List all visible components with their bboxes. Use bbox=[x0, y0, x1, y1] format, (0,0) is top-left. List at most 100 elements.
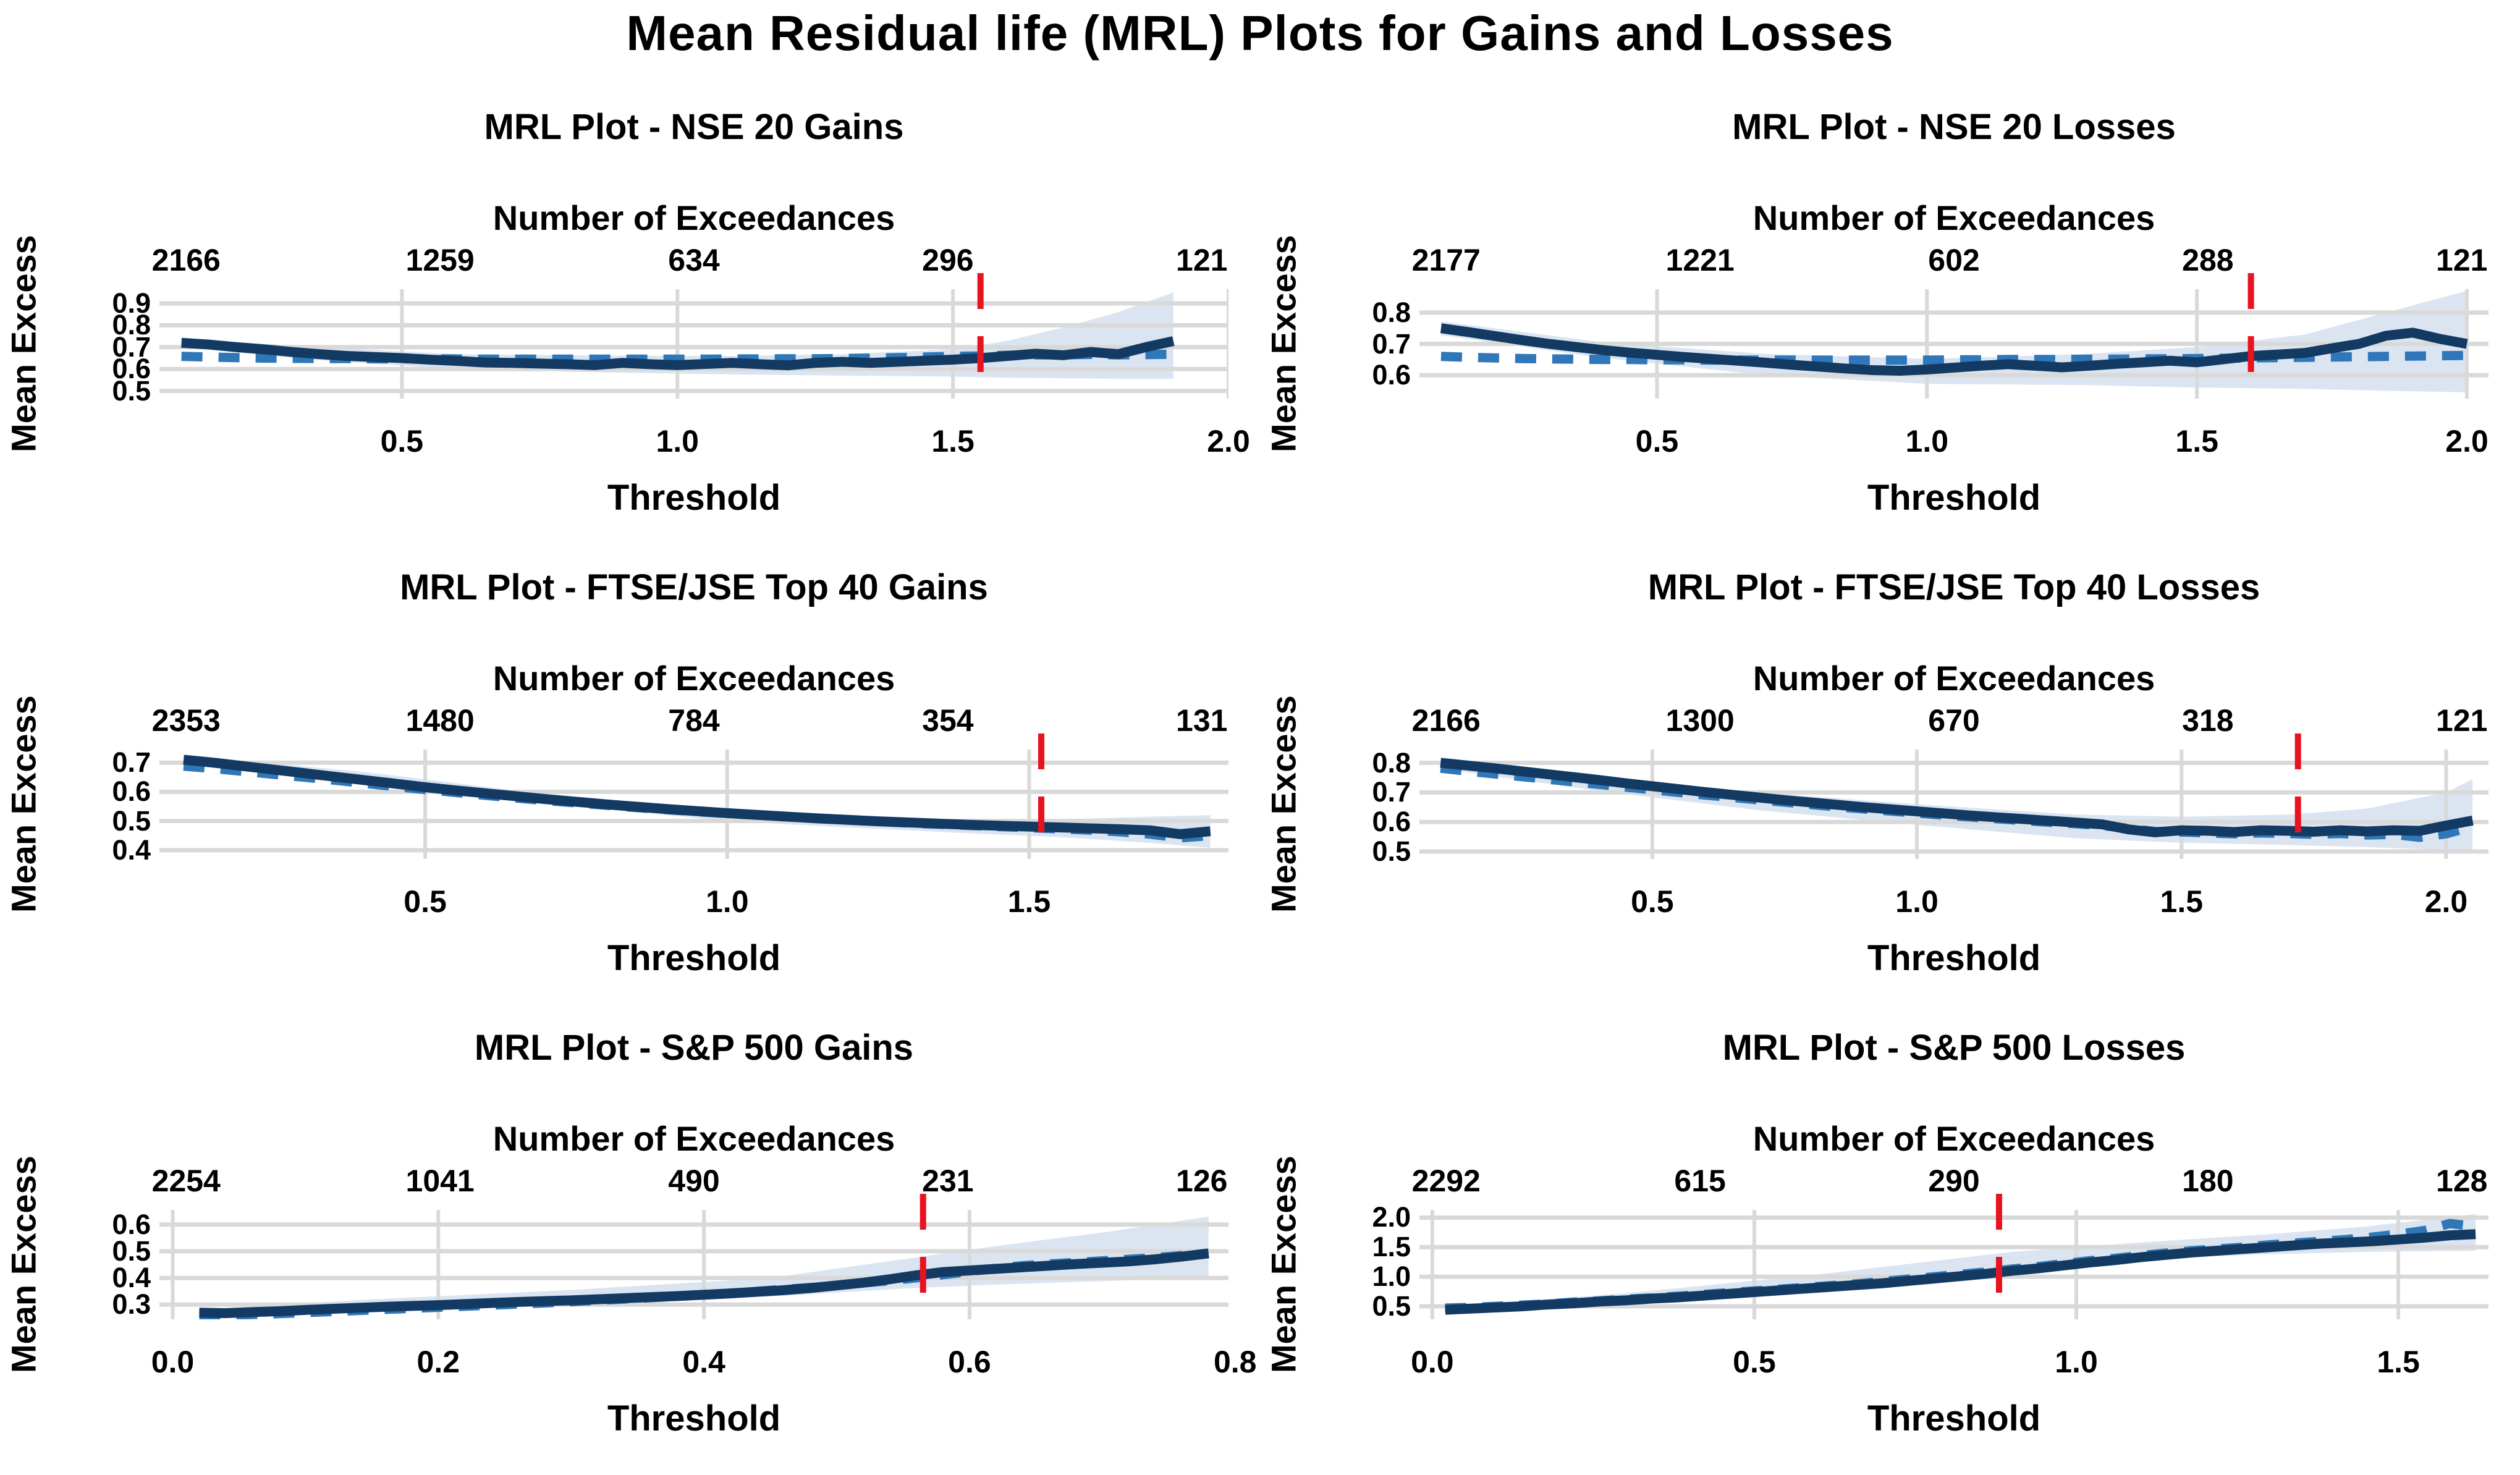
top-axis-label: Number of Exceedances bbox=[1753, 198, 2155, 237]
x-axis-tick-label: 1.5 bbox=[2175, 424, 2218, 459]
top-axis-tick-label: 1041 bbox=[405, 1164, 475, 1198]
confidence-band bbox=[184, 755, 1211, 848]
empirical-mrl-line bbox=[199, 1248, 1209, 1319]
x-axis-tick-label: 0.5 bbox=[404, 884, 447, 919]
y-axis-tick-label: 1.0 bbox=[1372, 1261, 1411, 1293]
top-axis-label: Number of Exceedances bbox=[493, 659, 895, 698]
y-axis-tick-label: 0.4 bbox=[112, 1262, 151, 1294]
y-axis-tick-label: 1.5 bbox=[1372, 1231, 1411, 1263]
y-axis-tick-label: 0.7 bbox=[1372, 328, 1411, 360]
x-axis-tick-label: 1.5 bbox=[2160, 884, 2204, 919]
chart-canvas bbox=[1419, 733, 2488, 859]
y-axis-tick-label: 0.7 bbox=[112, 331, 151, 363]
y-axis-tick-label: 0.6 bbox=[1372, 806, 1411, 838]
top-axis-tick-label: 290 bbox=[1928, 1164, 1980, 1198]
y-axis-tick-label: 0.9 bbox=[112, 287, 151, 319]
top-axis-tick-label: 2353 bbox=[151, 703, 221, 738]
top-axis-ticks: 2292 615 290 180 128 bbox=[1412, 1163, 2488, 1199]
x-axis-tick-label: 0.0 bbox=[151, 1345, 195, 1379]
chart-canvas bbox=[159, 1194, 1228, 1319]
subplot-nse20-gains: MRL Plot - NSE 20 Gains Number of Exceed… bbox=[0, 93, 1260, 553]
subplot-title: MRL Plot - S&P 500 Losses bbox=[1722, 1028, 2186, 1068]
x-axis-tick-label: 1.0 bbox=[2055, 1345, 2098, 1379]
y-axis-label: Mean Excess bbox=[4, 235, 43, 453]
x-axis-label: Threshold bbox=[607, 1398, 781, 1439]
subplot-title: MRL Plot - NSE 20 Gains bbox=[484, 107, 904, 147]
x-axis-tick-label: 1.0 bbox=[1895, 884, 1939, 919]
subplot-title: MRL Plot - NSE 20 Losses bbox=[1732, 107, 2176, 147]
x-axis-tick-label: 0.6 bbox=[948, 1345, 991, 1379]
subplot-nse20-losses: MRL Plot - NSE 20 Losses Number of Excee… bbox=[1260, 93, 2520, 553]
plot-panel bbox=[159, 1191, 1228, 1319]
top-axis-ticks: 2254 1041 490 231 126 bbox=[152, 1163, 1228, 1199]
x-axis-tick-label: 0.0 bbox=[1411, 1345, 1454, 1379]
x-axis-ticks: 0.5 1.0 1.5 bbox=[159, 884, 1228, 919]
x-axis-label: Threshold bbox=[1867, 1398, 2041, 1439]
y-axis-tick-label: 0.7 bbox=[112, 746, 151, 779]
x-axis-tick-label: 1.5 bbox=[1007, 884, 1051, 919]
top-axis-tick-label: 354 bbox=[922, 703, 974, 738]
empirical-mrl-line bbox=[1440, 323, 2468, 376]
figure-title: Mean Residual life (MRL) Plots for Gains… bbox=[626, 6, 1894, 61]
x-axis-ticks: 0.0 0.5 1.0 1.5 bbox=[1411, 1344, 2488, 1380]
top-axis-tick-label: 180 bbox=[2182, 1164, 2234, 1198]
top-axis-tick-label: 128 bbox=[2436, 1164, 2488, 1198]
empirical-mrl-line bbox=[181, 336, 1175, 371]
top-axis-tick-label: 231 bbox=[922, 1164, 974, 1198]
x-axis-tick-label: 1.0 bbox=[656, 424, 699, 459]
plot-panel bbox=[159, 271, 1228, 399]
x-axis-tick-label: 0.5 bbox=[1635, 424, 1679, 459]
top-axis-label: Number of Exceedances bbox=[493, 198, 895, 237]
y-axis-ticks: 0.3 0.4 0.5 0.6 bbox=[73, 1191, 159, 1319]
confidence-band bbox=[1445, 1214, 2476, 1312]
x-axis-ticks: 0.5 1.0 1.5 2.0 bbox=[1419, 423, 2488, 459]
y-axis-ticks: 0.4 0.5 0.6 0.7 bbox=[73, 731, 159, 864]
y-axis-tick-label: 0.3 bbox=[112, 1288, 151, 1321]
x-axis-ticks: 0.5 1.0 1.5 2.0 bbox=[159, 423, 1250, 459]
top-axis-tick-label: 670 bbox=[1928, 703, 1980, 738]
y-axis-label: Mean Excess bbox=[1264, 1156, 1303, 1374]
top-axis-tick-label: 1480 bbox=[405, 703, 475, 738]
y-axis-tick-label: 0.5 bbox=[112, 805, 151, 837]
top-axis-tick-label: 121 bbox=[1176, 243, 1228, 277]
x-axis-tick-label: 0.5 bbox=[380, 424, 424, 459]
x-axis-tick-label: 0.4 bbox=[682, 1345, 725, 1379]
top-axis-tick-label: 784 bbox=[668, 703, 720, 738]
subplot-title: MRL Plot - FTSE/JSE Top 40 Gains bbox=[400, 567, 988, 607]
confidence-band bbox=[1440, 756, 2473, 852]
x-axis-tick-label: 1.5 bbox=[2377, 1345, 2420, 1379]
x-axis-tick-label: 1.5 bbox=[931, 424, 975, 459]
y-axis-tick-label: 0.8 bbox=[112, 309, 151, 341]
top-axis-tick-label: 2254 bbox=[151, 1164, 221, 1198]
chart-canvas bbox=[159, 733, 1228, 859]
plot-panel bbox=[159, 731, 1228, 859]
y-axis-tick-label: 0.6 bbox=[112, 776, 151, 808]
y-axis-tick-label: 0.8 bbox=[1372, 296, 1411, 328]
top-axis-ticks: 2353 1480 784 354 131 bbox=[152, 703, 1228, 738]
plot-panel bbox=[1419, 731, 2488, 859]
chart-canvas bbox=[159, 273, 1228, 399]
top-axis-ticks: 2177 1221 602 288 121 bbox=[1412, 242, 2488, 278]
top-axis-ticks: 2166 1300 670 318 121 bbox=[1412, 703, 2488, 738]
x-axis-tick-label: 2.0 bbox=[2445, 424, 2488, 459]
empirical-mrl-line bbox=[1445, 1229, 2476, 1315]
y-axis-label: Mean Excess bbox=[1264, 235, 1303, 453]
x-axis-label: Threshold bbox=[1867, 478, 2041, 518]
y-axis-label: Mean Excess bbox=[4, 1156, 43, 1374]
top-axis-tick-label: 2166 bbox=[151, 243, 221, 277]
y-axis-ticks: 0.5 1.0 1.5 2.0 bbox=[1333, 1191, 1419, 1321]
top-axis-tick-label: 126 bbox=[1176, 1164, 1228, 1198]
y-axis-tick-label: 0.6 bbox=[112, 1208, 151, 1240]
x-axis-label: Threshold bbox=[607, 478, 781, 518]
top-axis-tick-label: 615 bbox=[1674, 1164, 1726, 1198]
top-axis-label: Number of Exceedances bbox=[1753, 659, 2155, 698]
x-axis-tick-label: 1.0 bbox=[705, 884, 749, 919]
subplot-ftse-top40-losses: MRL Plot - FTSE/JSE Top 40 Losses Number… bbox=[1260, 553, 2520, 1013]
x-axis-ticks: 0.0 0.2 0.4 0.6 0.8 bbox=[151, 1344, 1257, 1380]
top-axis-tick-label: 2166 bbox=[1411, 703, 1481, 738]
subplot-sp500-losses: MRL Plot - S&P 500 Losses Number of Exce… bbox=[1260, 1013, 2520, 1474]
x-axis-ticks: 0.5 1.0 1.5 2.0 bbox=[1419, 884, 2488, 919]
y-axis-tick-label: 0.8 bbox=[1372, 746, 1411, 779]
subplot-title: MRL Plot - S&P 500 Gains bbox=[474, 1028, 914, 1068]
y-axis-label: Mean Excess bbox=[1264, 695, 1303, 913]
